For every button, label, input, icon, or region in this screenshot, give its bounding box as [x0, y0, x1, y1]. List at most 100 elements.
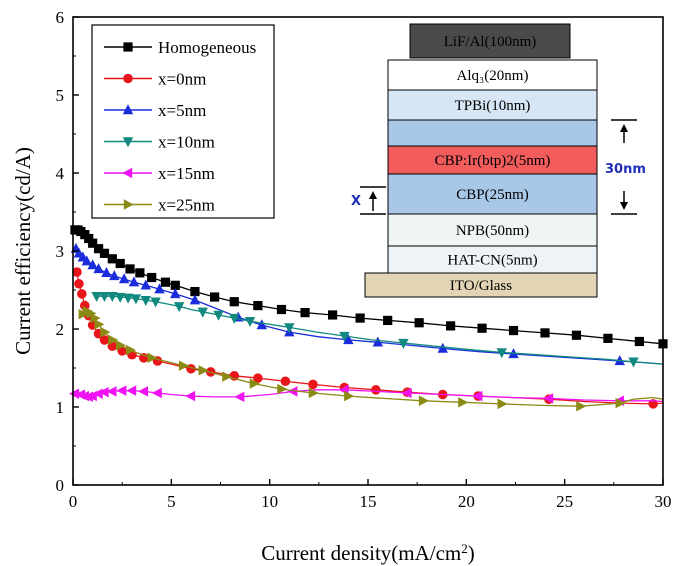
data-point: [147, 352, 158, 364]
x-offset-label: X: [351, 194, 361, 209]
data-point: [99, 292, 110, 303]
thickness-label: 30nm: [605, 162, 646, 177]
data-point: [109, 270, 120, 281]
data-point: [126, 385, 137, 396]
data-point: [116, 385, 127, 396]
device-layer: [364, 272, 598, 298]
x-tick-label: 20: [458, 492, 475, 511]
device-layer-label: ITO/Glass: [450, 278, 512, 294]
legend-marker: [123, 199, 134, 210]
legend-box: [91, 24, 275, 219]
y-axis-title: Current efficiency(cd/A): [11, 147, 35, 355]
data-point: [280, 376, 291, 387]
data-point: [118, 273, 130, 284]
data-point: [185, 390, 196, 402]
x-tick-label: 30: [655, 492, 672, 511]
legend-label: x=25nm: [158, 196, 215, 215]
data-point: [344, 390, 355, 402]
data-point: [540, 328, 550, 338]
data-point: [287, 386, 298, 397]
x-tick-label: 25: [556, 492, 573, 511]
x-axis: 0 5 10 15 20 25 30: [69, 479, 672, 511]
x-axis-title: Current density(mA/cm2): [261, 541, 475, 566]
data-point: [371, 385, 381, 395]
data-point: [84, 233, 94, 244]
data-point: [170, 288, 181, 299]
data-point: [477, 323, 487, 333]
data-point: [178, 360, 189, 371]
data-point: [116, 340, 126, 351]
arrow-head-icon: [620, 124, 628, 132]
device-layer: [387, 245, 598, 274]
data-point: [508, 325, 519, 336]
legend-label: x=0nm: [158, 70, 206, 89]
data-point: [94, 319, 105, 330]
data-point: [339, 331, 350, 342]
device-layer: [409, 23, 571, 59]
data-point: [81, 255, 92, 266]
data-point: [135, 268, 145, 278]
data-point: [284, 323, 295, 334]
data-point: [107, 292, 118, 303]
data-point: [197, 307, 208, 318]
data-point: [108, 334, 119, 346]
data-point: [277, 383, 288, 395]
data-point: [398, 338, 409, 349]
data-point: [308, 387, 319, 399]
data-point: [87, 259, 98, 270]
data-point: [244, 317, 256, 327]
data-point: [628, 357, 639, 368]
data-point: [106, 386, 117, 397]
data-point: [458, 397, 469, 408]
data-point: [74, 278, 84, 289]
legend-marker: [122, 137, 134, 148]
series-4: [69, 384, 664, 406]
x-tick-label: 5: [167, 492, 176, 511]
data-point: [99, 248, 110, 258]
data-point: [437, 342, 448, 353]
data-point: [69, 388, 80, 399]
y-tick-label: 6: [56, 8, 65, 27]
series-0: [70, 225, 668, 349]
device-structure-inset: LiF/Al(100nm) Alq₃(20nm) TPBi(10nm) CBP:Ir(…: [351, 23, 646, 298]
device-layer-label: NPB(50nm): [456, 223, 529, 239]
data-point: [249, 378, 260, 389]
legend-label: x=5nm: [158, 101, 206, 120]
data-point: [115, 258, 125, 269]
data-point: [93, 244, 104, 254]
data-point: [160, 277, 171, 287]
data-point: [229, 313, 240, 324]
data-point: [86, 308, 97, 319]
data-point: [88, 238, 98, 248]
series-5: [78, 305, 664, 412]
data-point: [300, 308, 310, 318]
data-point: [72, 267, 82, 277]
data-point: [198, 365, 209, 376]
data-point: [125, 344, 136, 356]
data-point: [328, 310, 338, 320]
data-point: [355, 313, 365, 323]
data-point: [234, 391, 245, 403]
data-point: [418, 395, 429, 406]
data-point: [634, 336, 644, 347]
legend: Homogeneous x=0nm x=5nm x=10nm x=15nm x=25nm: [91, 24, 275, 219]
device-layer-label: TPBi(10nm): [455, 98, 531, 114]
data-point: [383, 315, 393, 326]
data-point: [115, 292, 126, 303]
data-point: [100, 326, 111, 338]
legend-marker: [122, 167, 133, 179]
device-layer: [387, 119, 598, 147]
data-point: [90, 312, 101, 324]
data-point: [170, 280, 180, 290]
data-point: [372, 336, 384, 347]
data-point: [93, 263, 104, 274]
data-point: [308, 379, 318, 390]
device-layer-label: Alq₃(20nm): [457, 68, 529, 84]
data-point: [151, 387, 162, 399]
data-point: [401, 387, 412, 399]
data-point: [130, 294, 142, 305]
data-point: [128, 276, 140, 287]
data-point: [210, 292, 220, 302]
data-point: [147, 272, 157, 283]
y-axis: 0 1 2 3 4 5 6: [56, 8, 79, 495]
